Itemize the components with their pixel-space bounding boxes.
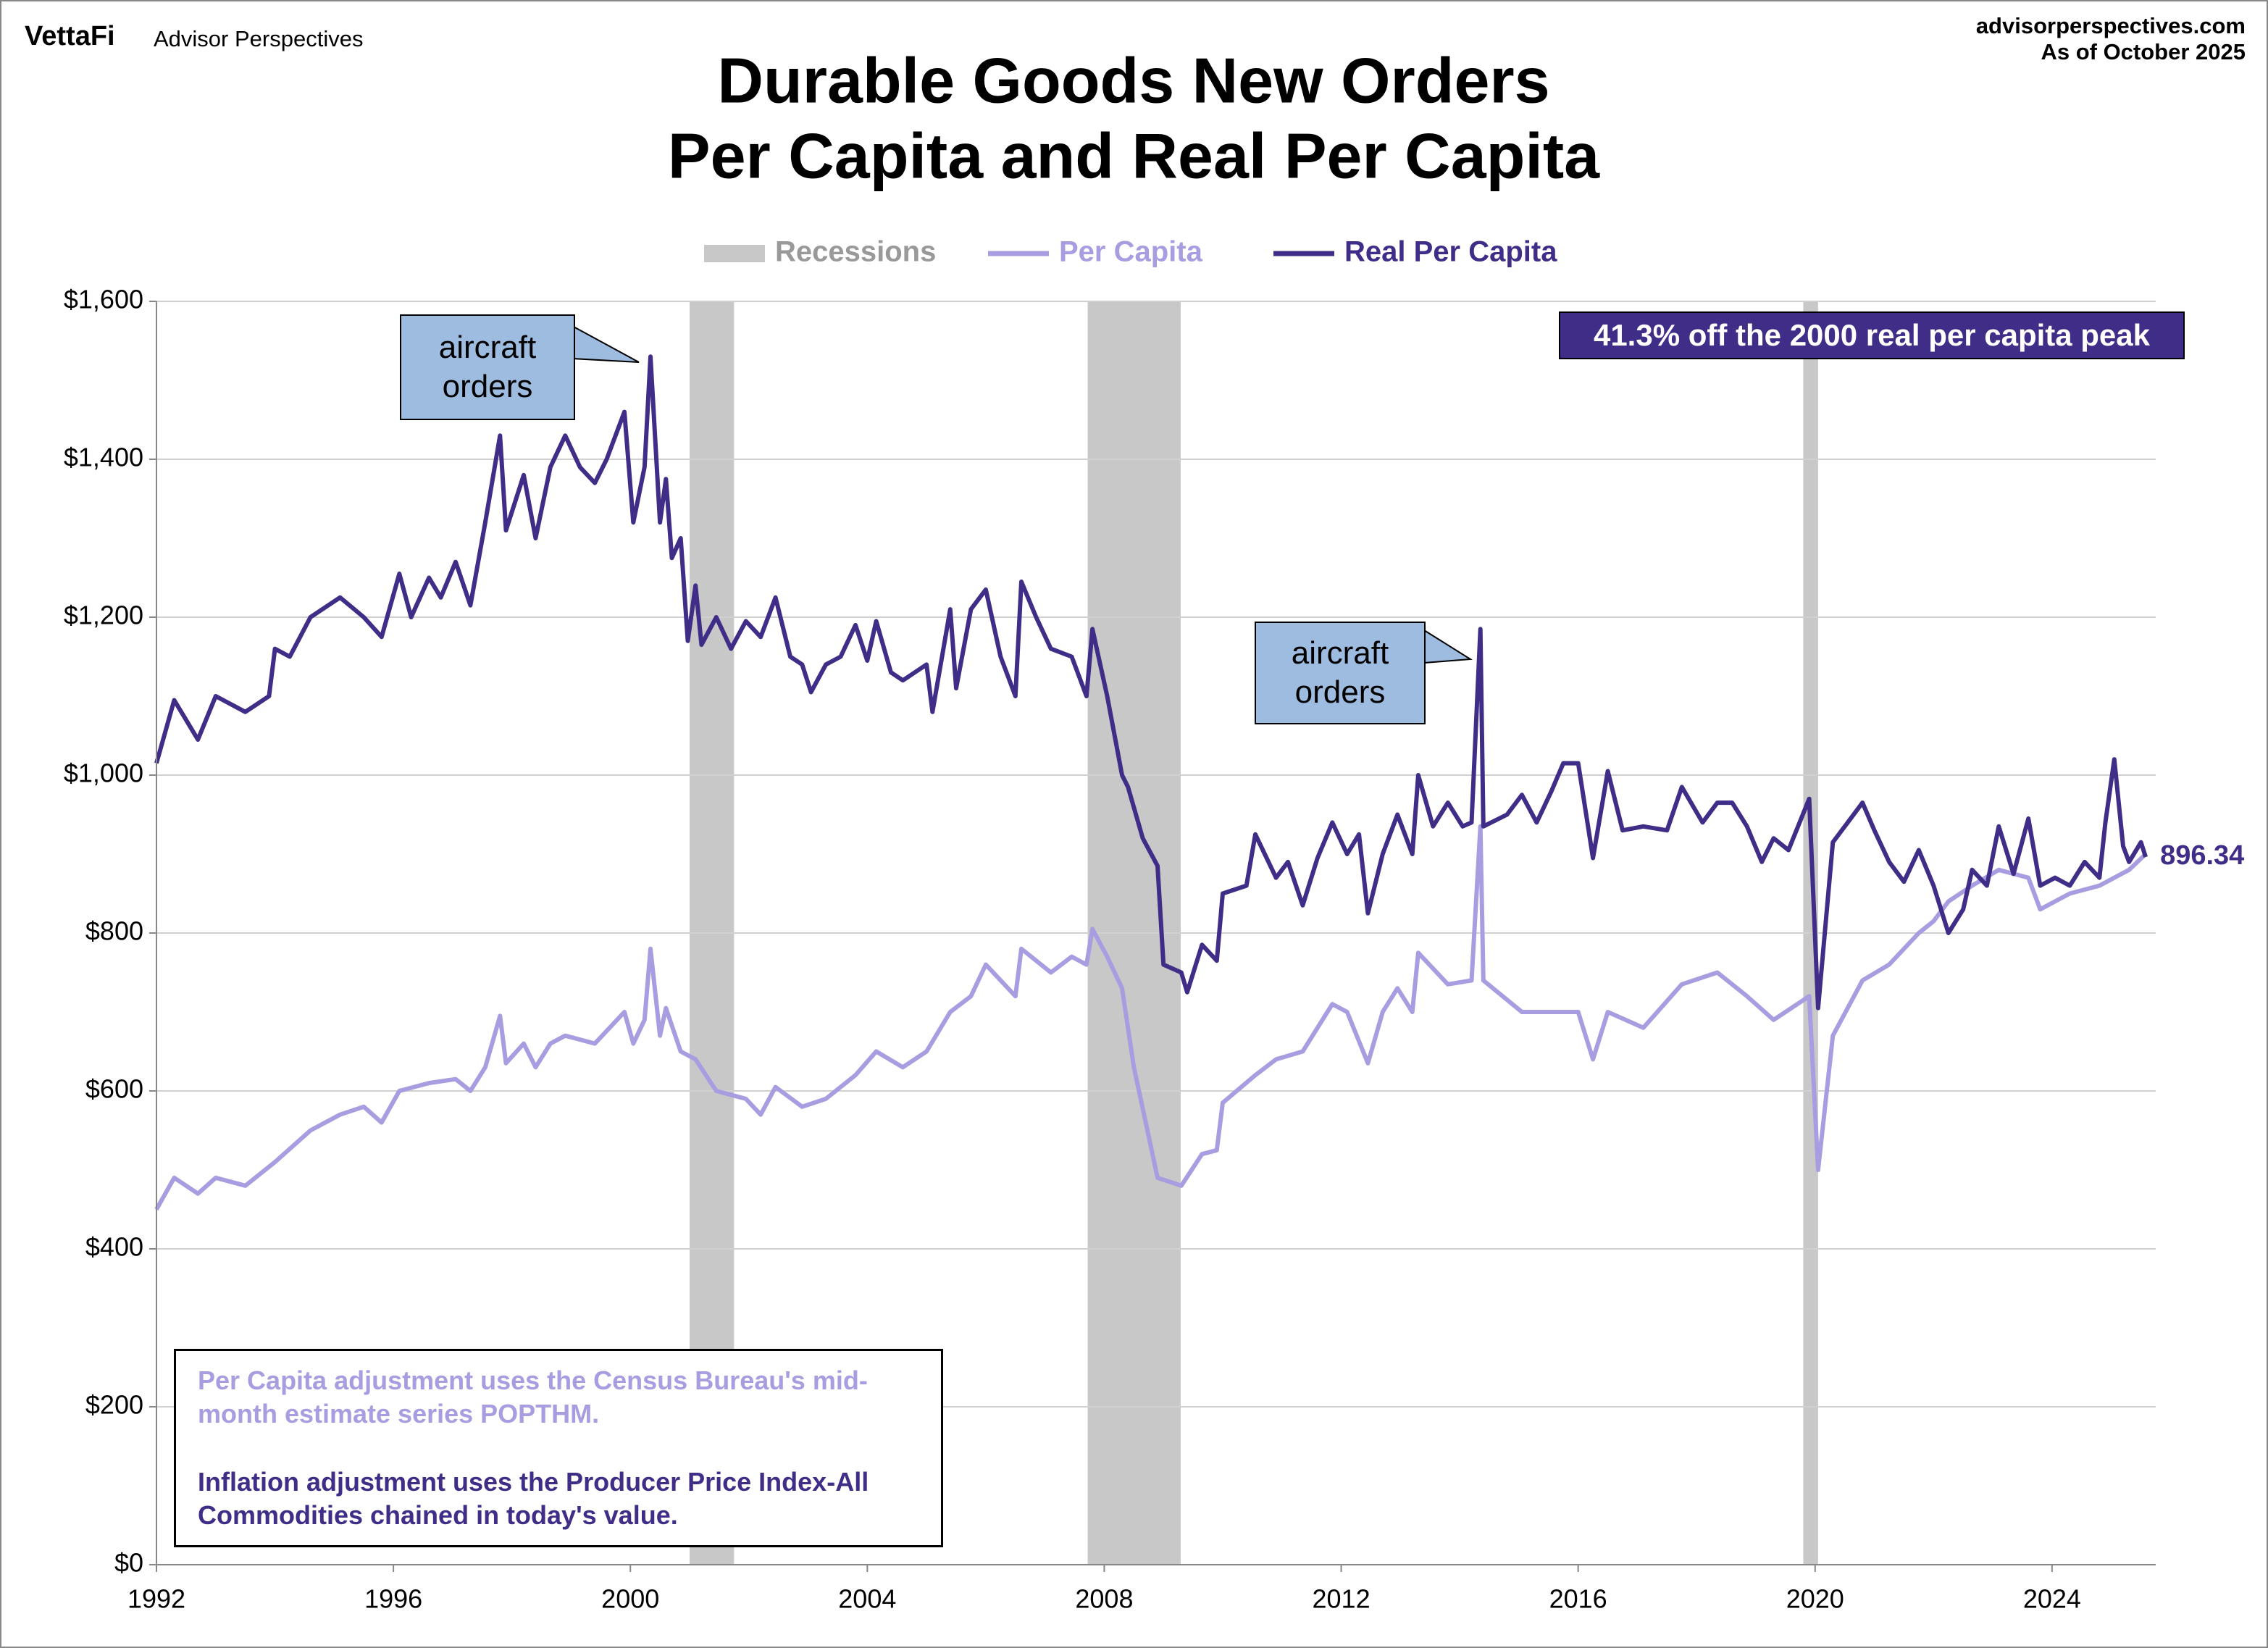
x-tick-label: 2008 bbox=[1075, 1584, 1133, 1614]
x-tick-label: 2012 bbox=[1313, 1584, 1371, 1614]
publisher: Advisor Perspectives bbox=[154, 26, 363, 51]
y-tick-label: $200 bbox=[85, 1390, 143, 1420]
y-tick-label: $0 bbox=[114, 1548, 143, 1578]
x-tick-label: 1992 bbox=[127, 1584, 185, 1614]
notes: Per Capita adjustment uses the Census Bu… bbox=[174, 1349, 943, 1547]
site: advisorperspectives.com bbox=[1976, 13, 2246, 38]
x-tick-label: 2000 bbox=[601, 1584, 659, 1614]
end-label: 896.34 bbox=[2160, 840, 2244, 871]
y-tick-label: $1,000 bbox=[64, 758, 143, 788]
y-tick-label: $1,200 bbox=[64, 601, 143, 630]
callout-pointer bbox=[572, 325, 640, 363]
note: Per Capita adjustment uses the Census Bu… bbox=[198, 1365, 868, 1429]
note: Inflation adjustment uses the Producer P… bbox=[198, 1467, 869, 1530]
brand: VettaFi bbox=[25, 21, 115, 51]
annotation: aircraft orders bbox=[400, 314, 575, 420]
x-tick-label: 1996 bbox=[364, 1584, 422, 1614]
x-tick-label: 2020 bbox=[1786, 1584, 1844, 1614]
x-tick-label: 2024 bbox=[2023, 1584, 2081, 1614]
headline: 41.3% off the 2000 real per capita peak bbox=[1559, 311, 2185, 359]
callout-pointer bbox=[1423, 629, 1473, 664]
annotation: aircraft orders bbox=[1255, 622, 1426, 724]
y-tick-label: $1,600 bbox=[64, 285, 143, 314]
legend-label: Per Capita bbox=[1059, 236, 1203, 268]
series-line bbox=[154, 354, 2148, 1011]
x-tick-label: 2004 bbox=[838, 1584, 896, 1614]
x-tick-label: 2016 bbox=[1549, 1584, 1607, 1614]
legend-label: Recessions bbox=[775, 236, 936, 268]
legend-label: Real Per Capita bbox=[1344, 236, 1557, 268]
y-tick-label: $600 bbox=[85, 1074, 143, 1104]
series-line bbox=[154, 824, 2148, 1210]
legend-swatch bbox=[704, 245, 765, 262]
chart-title: Per Capita and Real Per Capita bbox=[668, 120, 1600, 191]
y-tick-label: $800 bbox=[85, 916, 143, 946]
y-tick-label: $400 bbox=[85, 1232, 143, 1262]
chart-title: Durable Goods New Orders bbox=[717, 44, 1549, 116]
date: As of October 2025 bbox=[2041, 39, 2246, 64]
y-tick-label: $1,400 bbox=[64, 443, 143, 472]
